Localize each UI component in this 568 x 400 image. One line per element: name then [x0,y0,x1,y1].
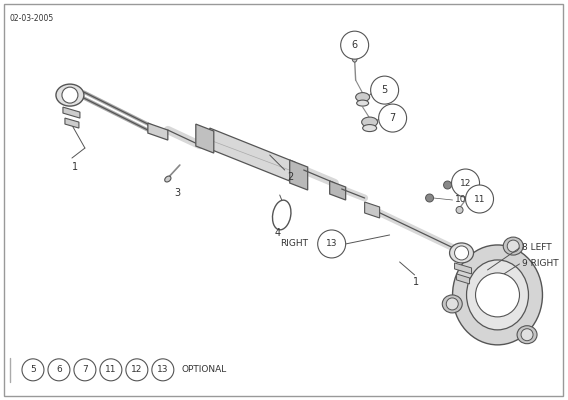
Circle shape [425,194,433,202]
Text: 13: 13 [157,365,169,374]
Ellipse shape [442,295,462,313]
Polygon shape [148,123,168,140]
Ellipse shape [362,124,377,132]
Circle shape [100,359,122,381]
Circle shape [507,240,519,252]
Circle shape [446,298,458,310]
Polygon shape [365,202,379,218]
Text: 3: 3 [175,188,181,198]
Circle shape [48,359,70,381]
Circle shape [74,359,96,381]
Ellipse shape [357,100,369,106]
Polygon shape [65,118,79,128]
Text: 4: 4 [275,228,281,238]
Circle shape [452,169,479,197]
Text: 1: 1 [412,277,419,287]
Circle shape [22,359,44,381]
Text: 11: 11 [474,194,485,204]
Circle shape [318,230,346,258]
Ellipse shape [56,84,84,106]
Polygon shape [210,128,295,183]
Circle shape [456,206,463,214]
Circle shape [379,104,407,132]
Circle shape [126,359,148,381]
Text: 12: 12 [131,365,143,374]
Ellipse shape [356,93,370,102]
Polygon shape [196,124,214,153]
Text: 12: 12 [460,178,471,188]
Text: 6: 6 [352,40,358,50]
Text: 1: 1 [72,162,78,172]
Polygon shape [63,107,80,118]
Text: 7: 7 [82,365,88,374]
Polygon shape [454,263,471,274]
Polygon shape [457,274,470,284]
Ellipse shape [352,54,357,62]
Circle shape [444,181,452,189]
Circle shape [466,185,494,213]
Text: 5: 5 [382,85,388,95]
Text: 5: 5 [30,365,36,374]
Ellipse shape [449,243,474,263]
Ellipse shape [466,260,528,330]
Text: 11: 11 [105,365,116,374]
Text: 8 LEFT: 8 LEFT [523,244,552,252]
Circle shape [521,329,533,341]
Circle shape [475,273,520,317]
Text: RIGHT: RIGHT [279,240,308,248]
Polygon shape [290,160,308,190]
Ellipse shape [273,200,291,230]
Circle shape [371,76,399,104]
Text: 13: 13 [326,240,337,248]
Polygon shape [329,181,346,200]
Text: 02-03-2005: 02-03-2005 [10,14,54,23]
Circle shape [454,246,469,260]
Text: 10: 10 [454,196,466,204]
Ellipse shape [362,117,378,127]
Circle shape [62,87,78,103]
Text: 6: 6 [56,365,62,374]
Ellipse shape [453,245,542,345]
Ellipse shape [503,237,523,255]
Text: 7: 7 [390,113,396,123]
Circle shape [152,359,174,381]
Text: 9 RIGHT: 9 RIGHT [523,260,559,268]
Text: OPTIONAL: OPTIONAL [182,365,227,374]
Ellipse shape [517,326,537,344]
Circle shape [341,31,369,59]
Ellipse shape [165,176,171,182]
Text: 2: 2 [288,172,294,182]
